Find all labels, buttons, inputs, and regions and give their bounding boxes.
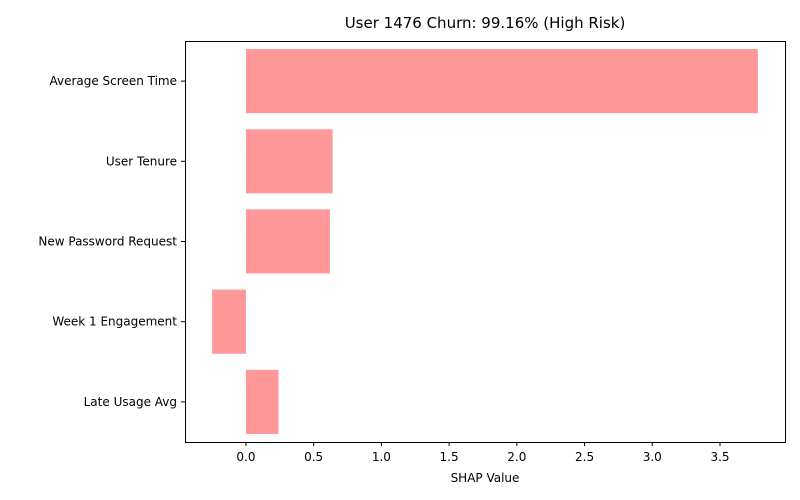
bar-week-1-engagement	[212, 289, 246, 354]
x-tick-label: 1.5	[440, 450, 459, 464]
x-tick-label: 3.0	[643, 450, 662, 464]
y-axis: Average Screen Time User Tenure New Passwo…	[38, 74, 185, 409]
x-tick-label: 3.5	[710, 450, 729, 464]
chart-title: User 1476 Churn: 99.16% (High Risk)	[345, 14, 626, 32]
x-axis-label: SHAP Value	[451, 471, 520, 485]
bar-user-tenure	[245, 129, 333, 194]
x-tick-label: 2.5	[575, 450, 594, 464]
bar-new-password-request	[245, 209, 330, 274]
bars-group	[212, 49, 758, 434]
x-tick-label: 0.5	[304, 450, 323, 464]
y-tick-label: Average Screen Time	[49, 74, 177, 88]
plot-frame	[185, 41, 786, 443]
y-tick-label: Late Usage Avg	[84, 395, 177, 409]
y-tick-label: Week 1 Engagement	[52, 315, 177, 329]
bar-late-usage-avg	[245, 369, 279, 434]
bar-average-screen-time	[245, 49, 758, 114]
x-axis: 0.0 0.5 1.0 1.5 2.0 2.5 3.0 3.5	[236, 442, 730, 464]
x-tick-label: 0.0	[236, 450, 255, 464]
y-tick-label: New Password Request	[38, 235, 177, 249]
x-tick-label: 2.0	[507, 450, 526, 464]
x-tick-label: 1.0	[372, 450, 391, 464]
y-tick-label: User Tenure	[106, 154, 177, 168]
